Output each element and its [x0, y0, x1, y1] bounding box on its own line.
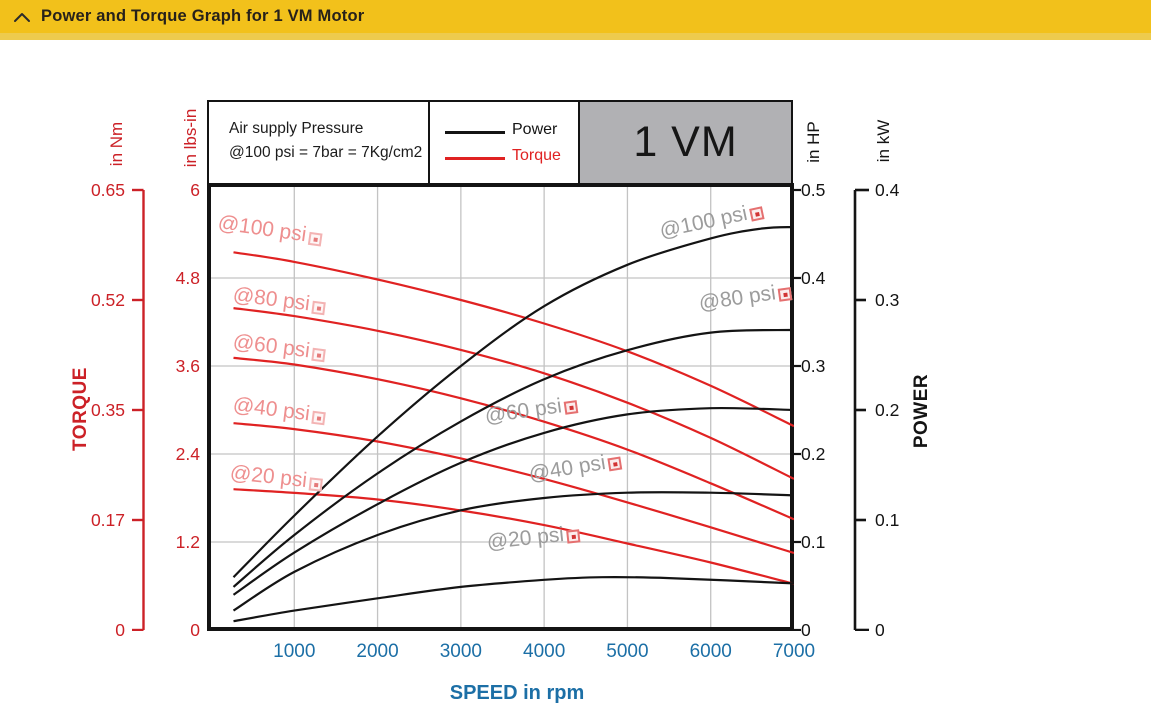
torque-80psi-curve — [233, 307, 794, 480]
hp-tick-label: 0 — [801, 620, 811, 640]
legend-power-line-swatch — [445, 131, 505, 134]
speed-tick-label: 6000 — [689, 641, 732, 662]
hp-tick-label: 0.2 — [801, 444, 826, 464]
speed-axis-title: SPEED in rpm — [449, 682, 585, 704]
anchor-marker-icon[interactable] — [564, 400, 579, 415]
nm-tick-label: 0.17 — [90, 510, 125, 530]
kw-tick-labels: 0.4 0.3 0.2 0.1 0 — [875, 180, 915, 640]
power-60psi-curve — [232, 406, 794, 596]
chevron-up-icon[interactable] — [13, 11, 31, 23]
power-20psi-curve — [233, 575, 794, 623]
anchor-marker-icon[interactable] — [749, 206, 765, 222]
legend-box: Power Torque — [428, 100, 580, 185]
motor-model-box: 1 VM — [578, 100, 793, 185]
kw-tick-label: 0.3 — [875, 290, 900, 310]
power-40psi-curve — [232, 491, 794, 612]
lbsin-tick-label: 4.8 — [175, 268, 200, 288]
legend-torque-line-swatch — [445, 157, 505, 160]
lbsin-tick-labels: 6 4.8 3.6 2.4 1.2 0 — [156, 180, 200, 640]
anchor-marker-icon[interactable] — [311, 300, 327, 316]
hp-tick-labels: 0.5 0.4 0.3 0.2 0.1 0 — [801, 180, 841, 640]
lbsin-tick-label: 1.2 — [175, 532, 200, 552]
lbsin-tick-label: 2.4 — [175, 444, 200, 464]
lbsin-tick-label: 0 — [190, 620, 200, 640]
anchor-marker-icon[interactable] — [778, 287, 793, 302]
anchor-marker-icon[interactable] — [307, 231, 323, 247]
speed-tick-label: 5000 — [606, 641, 649, 662]
kw-tick-label: 0 — [875, 620, 885, 640]
kw-tick-label: 0.2 — [875, 400, 900, 420]
power-80psi-curve — [232, 328, 794, 588]
anchor-marker-icon[interactable] — [566, 529, 581, 544]
lbsin-tick-label: 6 — [190, 180, 200, 200]
anchor-marker-icon[interactable] — [607, 456, 623, 472]
nm-tick-label: 0.52 — [90, 290, 125, 310]
air-supply-line2: @100 psi = 7bar = 7Kg/cm2 — [229, 144, 423, 161]
legend-power-label: Power — [512, 121, 558, 138]
speed-tick-label: 7000 — [772, 641, 816, 662]
section-header[interactable]: Power and Torque Graph for 1 VM Motor — [0, 0, 1151, 33]
torque-40psi-curve — [233, 422, 794, 555]
kw-tick-label: 0.1 — [875, 510, 900, 530]
anchor-marker-icon[interactable] — [308, 477, 324, 492]
nm-tick-label: 0.65 — [90, 180, 125, 200]
speed-tick-label: 2000 — [356, 641, 399, 662]
plot-area: @100 psi @80 psi @60 psi @40 psi @20 psi @100… — [207, 183, 794, 631]
hp-tick-label: 0.1 — [801, 532, 826, 552]
section-title: Power and Torque Graph for 1 VM Motor — [41, 7, 365, 25]
header-accent-strip — [0, 33, 1151, 40]
speed-tick-label: 1000 — [273, 641, 316, 662]
nm-axis-line — [132, 188, 145, 631]
plot-border — [207, 183, 794, 631]
hp-tick-label: 0.3 — [801, 356, 826, 376]
anchor-marker-icon[interactable] — [311, 347, 327, 363]
torque-100psi-curve — [233, 251, 794, 428]
nm-tick-label: 0 — [115, 620, 125, 640]
kw-axis-line — [853, 188, 869, 631]
speed-tick-label: 4000 — [523, 641, 566, 662]
motor-model: 1 VM — [633, 118, 738, 166]
kw-tick-label: 0.4 — [875, 180, 900, 200]
torque-60psi-curve — [233, 356, 794, 521]
nm-tick-labels: 0.65 0.52 0.35 0.17 0 — [81, 180, 125, 640]
speed-tick-label: 3000 — [439, 641, 482, 662]
air-supply-line1: Air supply Pressure — [229, 120, 364, 137]
hp-tick-label: 0.4 — [801, 268, 826, 288]
chart-plot — [207, 183, 794, 631]
hp-axis-ticks — [793, 188, 801, 631]
power-100psi-curve — [232, 225, 794, 578]
legend-torque-label: Torque — [512, 147, 561, 164]
nm-tick-label: 0.35 — [90, 400, 125, 420]
lbsin-tick-label: 3.6 — [175, 356, 200, 376]
hp-tick-label: 0.5 — [801, 180, 826, 200]
air-supply-note: Air supply Pressure @100 psi = 7bar = 7K… — [207, 100, 430, 185]
anchor-marker-icon[interactable] — [311, 410, 327, 426]
